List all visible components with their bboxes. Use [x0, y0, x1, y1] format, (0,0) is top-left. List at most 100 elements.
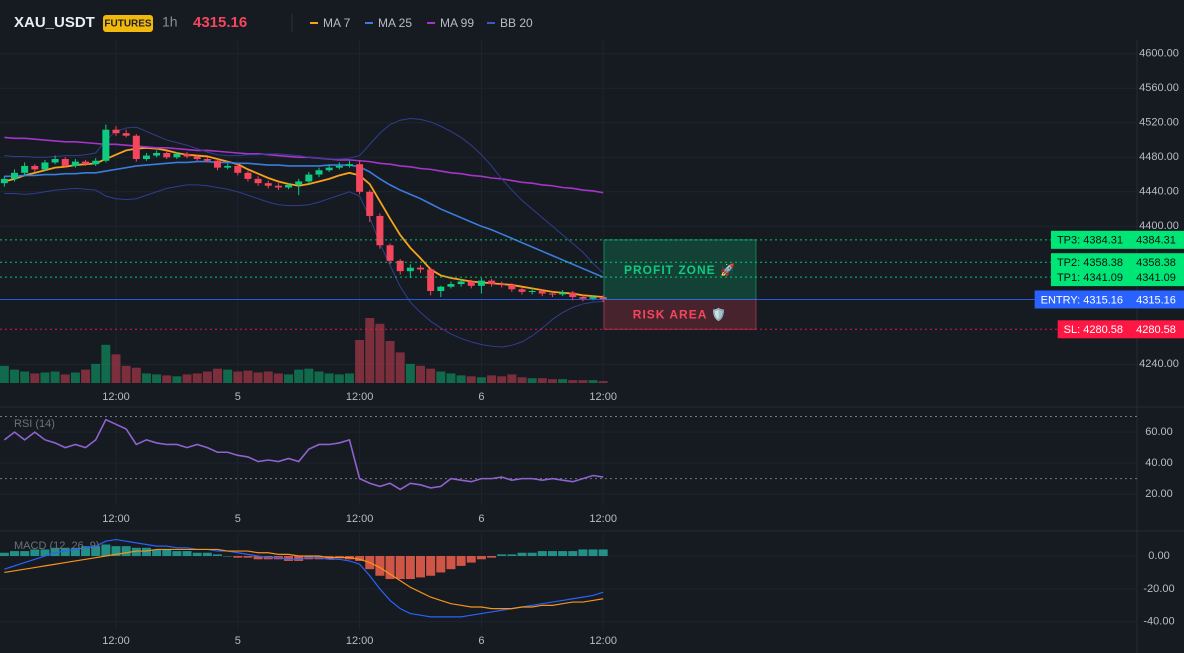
y-tick-label: -40.00	[1143, 616, 1174, 628]
volume-bar	[456, 375, 466, 383]
volume-bar	[487, 375, 497, 383]
volume-bar	[355, 339, 365, 383]
macd-histogram	[30, 549, 40, 557]
candle-body	[579, 297, 587, 299]
x-tick-label: 12:00	[346, 513, 374, 525]
macd-histogram	[385, 556, 395, 580]
macd-histogram	[50, 547, 60, 557]
candle-body	[163, 152, 171, 158]
level-value: 4280.58	[1136, 324, 1176, 336]
macd-histogram	[172, 551, 182, 557]
zone-label: PROFIT ZONE 🚀	[624, 263, 736, 277]
macd-histogram	[527, 552, 537, 557]
macd-histogram	[60, 547, 70, 557]
volume-bar	[253, 372, 263, 383]
volume-bar	[81, 369, 91, 383]
y-tick-label: -20.00	[1143, 583, 1174, 595]
macd-histogram	[487, 556, 497, 558]
candle-body	[51, 159, 59, 163]
macd-histogram	[405, 556, 415, 580]
volume-bar	[537, 378, 547, 383]
level-label: TP3: 4384.31	[1057, 235, 1123, 247]
level-value: 4341.09	[1136, 272, 1176, 284]
macd-histogram	[334, 556, 344, 558]
macd-histogram	[395, 556, 405, 580]
macd-histogram	[284, 556, 294, 561]
volume-bar	[426, 368, 436, 383]
legend-label: MA 99	[440, 16, 474, 30]
volume-bar	[344, 373, 354, 383]
level-value-bg	[1127, 320, 1184, 339]
volume-bar	[588, 380, 598, 383]
candle-body	[274, 185, 282, 188]
panel-title: MACD (12, 26, 9)	[14, 540, 100, 552]
y-tick-label: 20.00	[1145, 488, 1173, 500]
volume-bar	[558, 379, 568, 383]
candle-body	[173, 153, 181, 158]
level-label-bg	[1050, 253, 1127, 272]
candle-body	[366, 191, 374, 216]
macd-histogram	[416, 556, 425, 578]
macd-histogram	[111, 546, 121, 557]
candle-body	[548, 293, 556, 295]
macd-histogram	[578, 549, 588, 557]
level-value: 4384.31	[1136, 235, 1176, 247]
macd-histogram	[507, 554, 517, 557]
macd-line	[4, 548, 604, 610]
macd-histogram	[91, 546, 101, 557]
badge-bg	[103, 15, 153, 32]
macd-histogram	[213, 554, 222, 557]
candle-body	[102, 129, 110, 161]
candle-body	[153, 152, 161, 156]
macd-histogram	[10, 551, 19, 557]
volume-bar	[446, 373, 456, 383]
y-tick-label: 4520.00	[1139, 117, 1179, 129]
volume-bar	[30, 373, 40, 383]
macd-histogram	[223, 556, 233, 557]
macd-histogram	[162, 549, 172, 557]
macd-histogram	[598, 549, 608, 557]
zone	[603, 239, 757, 300]
macd-histogram	[192, 552, 202, 557]
rsi-line	[3, 418, 604, 491]
level-label-bg	[1050, 268, 1127, 287]
volume-bar	[365, 318, 375, 383]
volume-bar	[202, 371, 212, 383]
level-label: TP1: 4341.09	[1057, 272, 1123, 284]
candle-body	[467, 281, 475, 286]
candle-body	[203, 159, 211, 161]
candle-body	[295, 181, 303, 185]
candle-body	[21, 165, 29, 173]
candle-body	[518, 289, 526, 292]
candle-body	[71, 161, 79, 166]
volume-bar	[91, 363, 101, 383]
volume-bar	[334, 374, 344, 383]
candle-body	[31, 165, 39, 170]
x-tick-label: 5	[235, 391, 241, 403]
level-label: ENTRY: 4315.16	[1041, 294, 1123, 306]
level-value-bg	[1127, 290, 1184, 309]
candle-body	[92, 160, 100, 165]
volume-bar	[40, 372, 50, 383]
candle-body	[11, 172, 18, 179]
candle-body	[599, 297, 607, 300]
volume-bar	[598, 381, 608, 383]
macd-histogram	[446, 556, 456, 570]
candle-body	[122, 133, 130, 136]
macd-histogram	[101, 544, 111, 557]
volume-bar	[517, 377, 527, 383]
macd-histogram	[81, 546, 91, 557]
legend-label: BB 20	[500, 16, 533, 30]
symbol: XAU_USDT	[14, 14, 95, 31]
candle-body	[325, 167, 333, 171]
candle-body	[386, 245, 394, 261]
x-tick-label: 12:00	[346, 391, 374, 403]
volume-bar	[324, 373, 334, 383]
macd-histogram	[182, 551, 192, 557]
candle-body	[214, 160, 221, 168]
volume-bar	[10, 369, 19, 383]
x-tick-label: 12:00	[589, 635, 617, 647]
level-value: 4358.38	[1136, 257, 1176, 269]
y-tick-label: 4400.00	[1139, 220, 1179, 232]
volume-bar	[314, 371, 324, 383]
